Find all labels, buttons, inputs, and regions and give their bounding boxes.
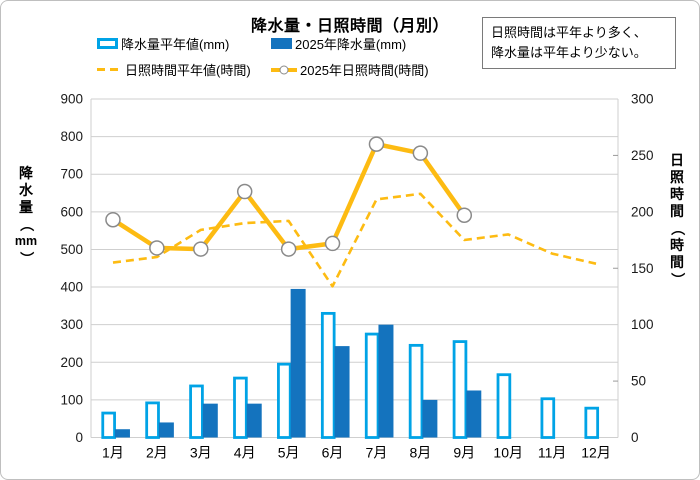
x-axis-label: 9月 <box>453 445 475 461</box>
right-axis-title: 日照時間（時間） <box>663 152 691 288</box>
axis-title-char: 日 <box>670 152 684 168</box>
left-axis-title: 降水量 （ mm ） <box>12 165 40 267</box>
legend-item-sunshine-normal: 日照時間平年値(時間) <box>97 60 271 79</box>
x-axis-label: 10月 <box>493 445 523 461</box>
axis-title-char: 時 <box>670 186 684 202</box>
axis-title-char: 降 <box>19 165 33 181</box>
bar-2025-5月 <box>290 288 306 438</box>
x-axis-label: 12月 <box>581 445 611 461</box>
x-axis-label: 6月 <box>322 445 344 461</box>
axis-title-char: 時 <box>670 237 684 253</box>
sunshine-2025-marker-3月 <box>193 241 209 257</box>
left-axis-tick-label: 800 <box>60 129 83 144</box>
left-axis-tick-label: 400 <box>60 280 83 295</box>
right-axis-tick-label: 300 <box>631 92 654 107</box>
legend-label-precip-normal: 降水量平年値(mm) <box>121 37 230 52</box>
axis-title-char: mm <box>14 234 38 248</box>
axis-title-char: ） <box>18 251 35 266</box>
right-axis-tick-label: 250 <box>631 148 654 163</box>
right-axis-tick-label: 0 <box>631 430 639 445</box>
x-axis-label: 7月 <box>366 445 388 461</box>
right-axis-tick-label: 200 <box>631 204 654 219</box>
bar-normal-2月 <box>145 401 160 439</box>
x-axis-label: 4月 <box>234 445 256 461</box>
left-axis-tick-label: 300 <box>60 317 83 332</box>
sunshine-normal-line <box>112 192 597 288</box>
sunshine-2025-marker-7月 <box>368 136 385 152</box>
left-axis-tick-label: 900 <box>60 92 83 107</box>
bar-2025-8月 <box>422 399 438 438</box>
axis-title-char: 水 <box>19 182 33 198</box>
axis-title-char: （ <box>18 217 35 232</box>
sunshine-2025-marker-6月 <box>324 235 341 252</box>
line-marker-dot <box>279 65 289 74</box>
x-axis-label: 11月 <box>538 445 567 461</box>
legend-item-precip-2025: 2025年降水量(mm) <box>271 34 429 53</box>
bar-2025-9月 <box>466 390 482 438</box>
legend-item-precip-normal: 降水量平年値(mm) <box>97 34 271 53</box>
sunshine-2025-marker-5月 <box>280 241 297 257</box>
solid-line-marker-swatch <box>271 65 297 74</box>
left-axis-tick-label: 500 <box>60 242 83 257</box>
chart-title: 降水量・日照時間（月別） <box>250 18 449 35</box>
annotation-box: 日照時間は平年より多く、 降水量は平年より少ない。 <box>482 17 676 69</box>
left-axis-tick-label: 0 <box>75 430 83 445</box>
legend-label-sunshine-2025: 2025年日照時間(時間) <box>300 63 429 78</box>
bar-2025-3月 <box>202 403 218 438</box>
dashed-line-swatch <box>97 68 122 71</box>
bar-2025-1月 <box>114 429 130 438</box>
bar-normal-7月 <box>364 332 380 439</box>
left-axis-tick-label: 700 <box>60 167 83 182</box>
sunshine-2025-marker-1月 <box>105 211 121 228</box>
axis-title-char: 間 <box>670 203 684 219</box>
outlined-bar-swatch <box>97 38 118 49</box>
right-axis-tick-label: 50 <box>631 374 646 389</box>
bar-normal-8月 <box>408 343 424 439</box>
bar-normal-3月 <box>189 384 204 439</box>
x-axis-label: 1月 <box>102 445 124 461</box>
filled-bar-swatch <box>271 38 292 49</box>
bar-normal-5月 <box>277 362 292 439</box>
sunshine-2025-marker-2月 <box>149 240 165 256</box>
left-axis-tick-label: 200 <box>60 355 83 370</box>
bar-normal-6月 <box>320 311 336 439</box>
sunshine-2025-marker-8月 <box>412 145 429 161</box>
sunshine-2025-marker-4月 <box>236 183 253 200</box>
left-axis-tick-label: 600 <box>60 204 83 219</box>
axis-title-char: （ <box>669 221 686 236</box>
bar-2025-6月 <box>334 346 350 438</box>
bar-normal-4月 <box>233 376 248 439</box>
right-axis-tick-label: 150 <box>631 261 654 276</box>
axis-title-char: 量 <box>19 199 33 215</box>
bar-2025-7月 <box>378 324 394 438</box>
annotation-line-1: 日照時間は平年より多く、 <box>491 25 647 40</box>
legend-label-precip-2025: 2025年降水量(mm) <box>295 37 407 52</box>
axis-title-char: ） <box>669 272 686 287</box>
left-axis-tick-label: 100 <box>60 392 83 407</box>
x-axis-label: 3月 <box>190 445 212 461</box>
legend: 降水量平年値(mm) 2025年降水量(mm) 日照時間平年値(時間) 2025… <box>97 34 429 79</box>
axis-title-char: 間 <box>670 254 684 270</box>
bar-normal-9月 <box>452 340 468 439</box>
bar-normal-10月 <box>496 373 512 439</box>
sunshine-2025-line <box>110 141 467 252</box>
legend-label-sunshine-normal: 日照時間平年値(時間) <box>125 63 251 78</box>
bar-2025-2月 <box>158 422 174 438</box>
bar-2025-4月 <box>246 403 262 438</box>
bar-normal-1月 <box>101 411 116 439</box>
axis-title-char: 照 <box>670 169 684 185</box>
x-axis-label: 5月 <box>278 445 300 461</box>
x-axis-label: 2月 <box>146 445 168 461</box>
legend-item-sunshine-2025: 2025年日照時間(時間) <box>271 60 429 79</box>
bar-normal-12月 <box>584 406 600 439</box>
right-axis-tick-label: 100 <box>631 317 654 332</box>
bar-normal-11月 <box>540 397 556 439</box>
x-axis-label: 8月 <box>409 445 431 461</box>
annotation-line-2: 降水量は平年より少ない。 <box>491 45 647 60</box>
sunshine-2025-marker-9月 <box>456 207 473 223</box>
